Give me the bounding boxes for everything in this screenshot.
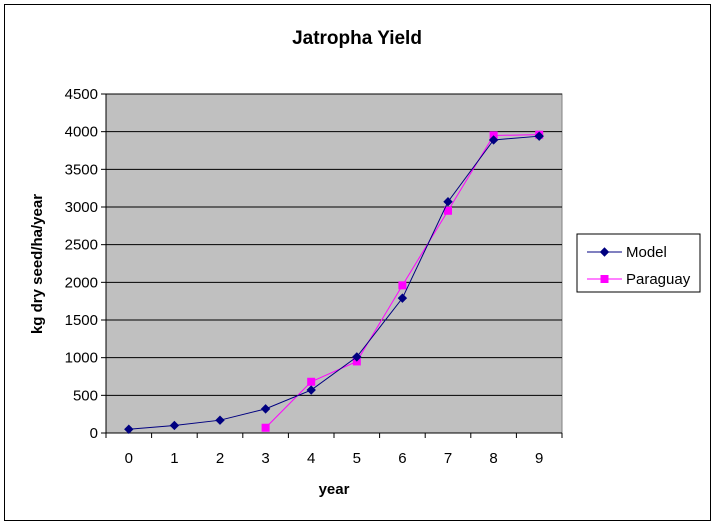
y-tick-label: 4500 (65, 86, 98, 103)
data-point (443, 197, 453, 207)
y-tick-label: 0 (90, 425, 98, 442)
grid-lines (106, 93, 562, 396)
x-tick-label: 0 (125, 450, 133, 467)
data-point (352, 352, 362, 362)
y-tick-label: 500 (73, 387, 98, 404)
legend-label: Paraguay (626, 271, 691, 288)
data-point (215, 415, 225, 425)
y-tick-label: 1500 (65, 312, 98, 329)
series-layer (124, 130, 544, 434)
chart-svg: Jatropha Yield 0 500 1000 1500 2000 2500 3000 3… (29, 28, 701, 498)
y-tick-labels: 0 500 1000 1500 2000 2500 3000 3500 4000 4500 (65, 86, 98, 442)
x-tick-labels: 0 1 2 3 4 5 6 7 8 9 (125, 450, 544, 467)
data-point (444, 206, 452, 215)
x-tick-label: 9 (535, 450, 543, 467)
y-tick-label: 2000 (65, 274, 98, 291)
legend-marker (599, 247, 610, 257)
legend: Model Paraguay (576, 233, 701, 293)
data-point (397, 293, 408, 303)
data-point (260, 404, 271, 414)
y-tick-label: 4000 (65, 124, 98, 141)
series-model (124, 131, 544, 434)
x-tick-label: 7 (444, 450, 452, 467)
x-tick-label: 1 (170, 450, 178, 467)
y-axis-title: kg dry seed/ha/year (29, 194, 46, 334)
x-tick-label: 8 (489, 450, 497, 467)
x-tick-label: 6 (398, 450, 406, 467)
axes (101, 93, 563, 438)
legend-label: Model (626, 244, 667, 261)
legend-item-model: Model (587, 244, 667, 261)
y-tick-label: 2500 (65, 237, 98, 254)
data-point (124, 424, 134, 434)
data-point (398, 281, 407, 290)
x-tick-label: 5 (353, 450, 361, 467)
data-point (534, 131, 544, 141)
y-tick-label: 1000 (65, 350, 98, 367)
data-point (169, 420, 180, 431)
x-tick-label: 2 (216, 450, 224, 467)
data-point (306, 385, 316, 395)
chart-title: Jatropha Yield (292, 28, 422, 49)
data-point (307, 377, 316, 386)
y-tick-label: 3500 (65, 161, 98, 178)
chart-frame: Jatropha Yield 0 500 1000 1500 2000 2500 3000 3… (4, 4, 711, 521)
x-axis-title: year (319, 481, 350, 498)
data-point (488, 135, 499, 145)
y-tick-label: 3000 (65, 199, 98, 216)
x-tick-label: 4 (307, 450, 315, 467)
series-line (128, 135, 540, 430)
x-tick-label: 3 (261, 450, 269, 467)
data-point (261, 423, 270, 432)
plot-area (105, 93, 563, 434)
legend-marker (600, 275, 609, 283)
legend-box (576, 233, 701, 293)
legend-item-paraguay: Paraguay (587, 271, 691, 288)
